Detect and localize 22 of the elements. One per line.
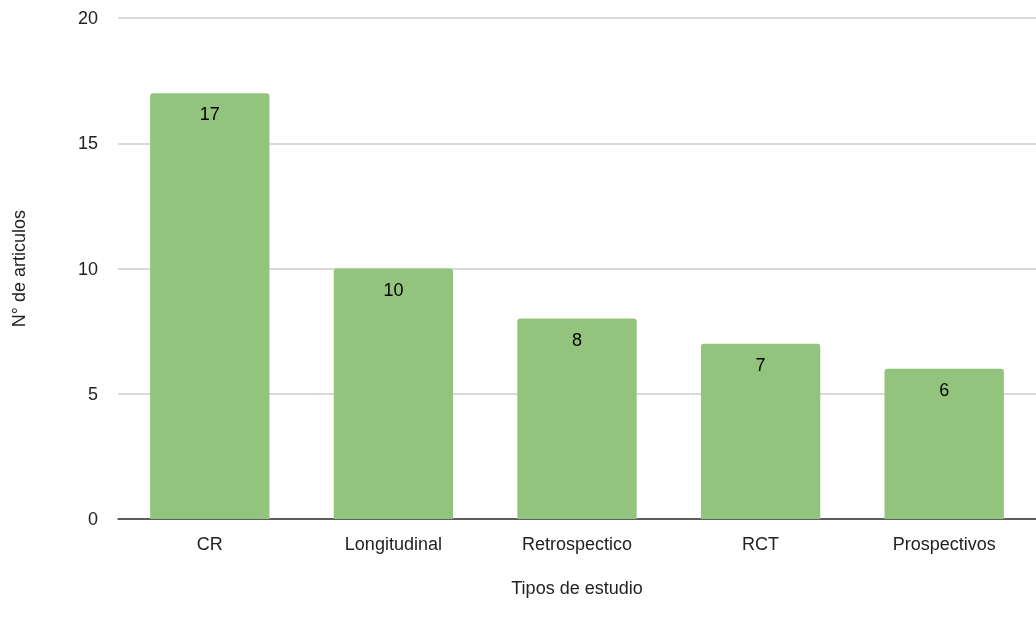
x-axis-title: Tipos de estudio [511,578,643,598]
bar [700,343,821,519]
bar [333,268,454,519]
x-tick-label: Prospectivos [892,534,996,554]
y-tick-label: 15 [77,133,98,154]
data-label: 7 [755,354,766,375]
bar [884,368,1004,519]
bar [150,93,270,519]
y-tick-label: 0 [87,509,98,529]
data-label: 8 [571,329,583,350]
x-tick-label: Retrospectico [521,534,633,554]
y-tick-label: 5 [87,383,98,404]
y-tick-label: 20 [77,8,98,28]
y-tick-label: 10 [77,258,98,279]
data-label: 6 [939,379,950,400]
x-tick-label: RCT [742,534,780,554]
data-label: 10 [383,279,404,300]
data-label: 17 [199,104,220,125]
x-tick-label: Longitudinal [344,534,442,554]
y-axis-title: N° de articulos [9,209,29,328]
x-tick-label: CR [196,534,223,554]
bar [517,318,637,519]
